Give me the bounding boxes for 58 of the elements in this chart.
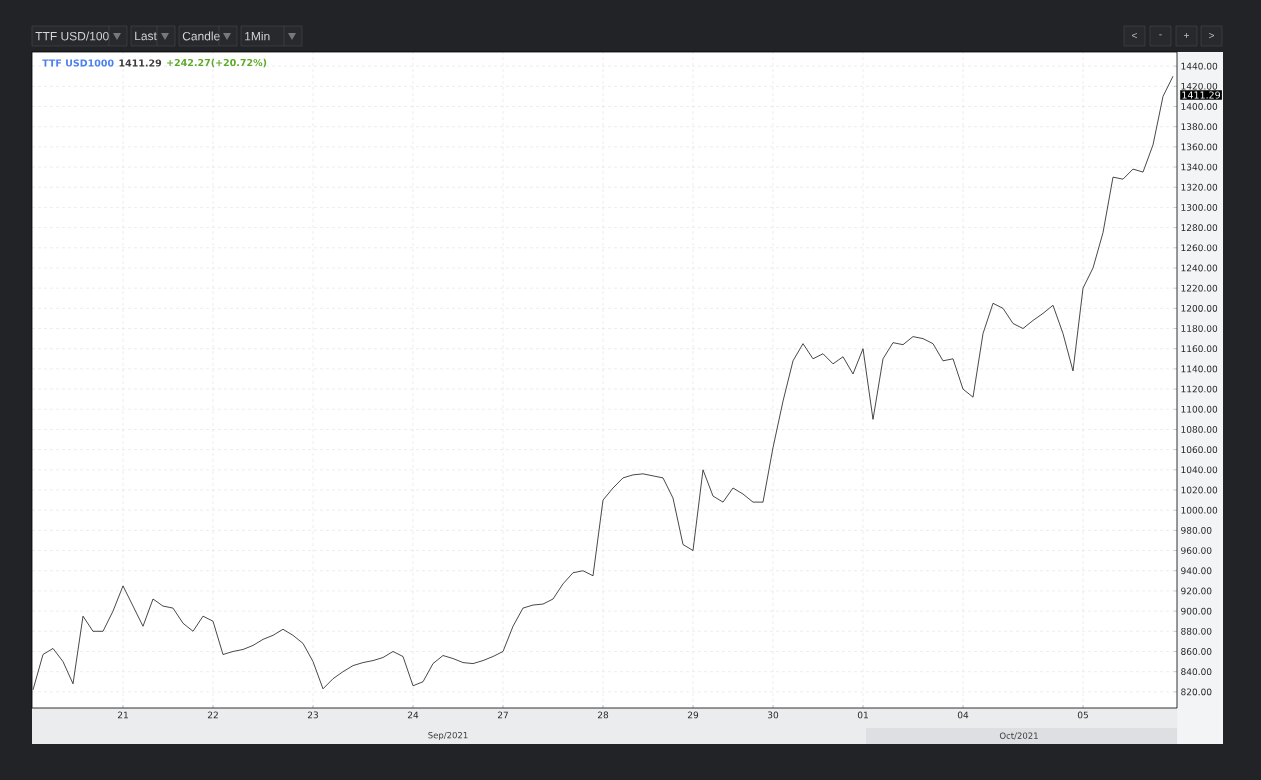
y-tick-label: 1300.00 <box>1181 204 1218 211</box>
text: Candle <box>182 31 220 41</box>
text: Last <box>135 31 157 41</box>
y-tick-label: 1180.00 <box>1181 325 1218 332</box>
y-tick-label: 1260.00 <box>1181 244 1218 252</box>
x-tick-label: 04 <box>957 711 969 719</box>
text: Oct/2021 <box>999 732 1038 740</box>
y-tick-label: 880.00 <box>1181 627 1212 635</box>
text: < <box>1132 33 1137 39</box>
x-tick-label: 22 <box>207 711 218 719</box>
y-tick-label: 1040.00 <box>1181 466 1218 474</box>
y-tick-label: 1000.00 <box>1181 506 1218 514</box>
text: > <box>1209 33 1214 39</box>
y-tick-label: 1100.00 <box>1181 405 1218 413</box>
y-tick-label: 1360.00 <box>1181 143 1218 151</box>
y-tick-label: 1140.00 <box>1181 365 1218 373</box>
y-tick-label: 1420.00 <box>1181 82 1218 90</box>
y-tick-label: 1120.00 <box>1181 385 1218 393</box>
y-tick-label: 1440.00 <box>1181 62 1218 70</box>
y-tick-label: 1220.00 <box>1181 284 1218 292</box>
y-tick-label: 1080.00 <box>1181 426 1218 433</box>
line-series <box>32 75 1174 691</box>
y-tick-label: 1200.00 <box>1181 304 1218 312</box>
x-tick-label: 23 <box>307 711 319 719</box>
y-tick-label: 1240.00 <box>1181 264 1218 272</box>
x-tick-label: 05 <box>1077 711 1088 719</box>
y-tick-label: 1380.00 <box>1181 123 1218 131</box>
y-tick-label: 1060.00 <box>1181 446 1218 454</box>
text: TTF USD/100 <box>35 31 109 41</box>
text: TTF USD1000 <box>42 59 114 67</box>
y-tick-label: 1340.00 <box>1181 163 1218 171</box>
text: Sep/2021 <box>428 731 468 741</box>
y-tick-label: 900.00 <box>1181 607 1212 615</box>
y-tick-label: 920.00 <box>1181 587 1212 595</box>
y-tick-label: 940.00 <box>1181 567 1212 575</box>
text: 1411.29 <box>119 59 162 67</box>
y-tick-label: 1020.00 <box>1181 486 1218 494</box>
x-tick-label: 21 <box>117 711 128 719</box>
x-tick-label: 27 <box>497 711 508 719</box>
y-tick-label: 980.00 <box>1181 526 1212 534</box>
annotation: +242.27(+20.72%) <box>167 58 267 68</box>
x-tick-label: 28 <box>597 711 609 719</box>
y-tick-label: 840.00 <box>1181 668 1212 676</box>
text: 1411.29 <box>1182 91 1221 99</box>
x-tick-label: 29 <box>687 711 699 719</box>
y-tick-label: 820.00 <box>1181 688 1212 696</box>
y-tick-label: 1280.00 <box>1181 224 1218 232</box>
y-tick-label: 860.00 <box>1181 648 1212 655</box>
text: - <box>1159 34 1162 36</box>
y-tick-label: 1160.00 <box>1181 345 1218 353</box>
y-tick-label: 960.00 <box>1181 547 1212 554</box>
text: 1Min <box>245 31 270 41</box>
x-tick-label: 24 <box>407 711 419 719</box>
x-tick-label: 01 <box>857 711 868 719</box>
text: + <box>1184 33 1189 38</box>
y-tick-label: 1320.00 <box>1181 183 1218 191</box>
x-tick-label: 30 <box>767 711 779 719</box>
y-tick-label: 1400.00 <box>1181 103 1218 110</box>
